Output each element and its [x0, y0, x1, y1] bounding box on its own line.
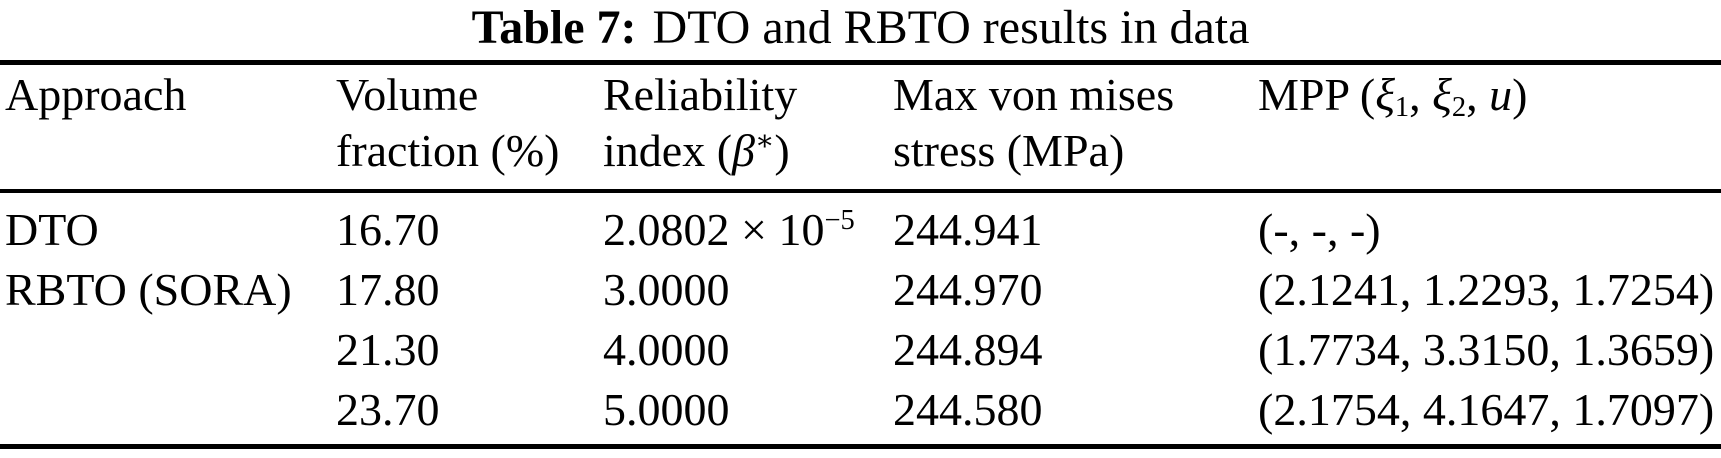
table-rule-top — [0, 60, 1721, 65]
header-reliability-line2-post: ) — [774, 125, 790, 176]
header-volume-line1: Volume — [336, 69, 479, 120]
cell-reliability-base: 5.0000 — [603, 384, 730, 435]
header-volume-line2: fraction (%) — [336, 125, 560, 176]
header-reliability-line2: index (β∗) — [603, 125, 790, 176]
cell-reliability: 2.0802 × 10−5 — [603, 200, 855, 260]
table-caption: Table 7: DTO and RBTO results in data — [0, 0, 1721, 56]
cell-mpp: (2.1241, 1.2293, 1.7254) — [1258, 264, 1715, 315]
cell-stress: 244.970 — [893, 264, 1043, 315]
header-mpp: MPP (ξ1, ξ2, u) — [1258, 67, 1527, 123]
cell-reliability: 3.0000 — [603, 260, 730, 320]
table-rule-header — [0, 189, 1721, 193]
header-stress-line2: stress (MPa) — [893, 125, 1125, 176]
cell-volume: 21.30 — [336, 324, 440, 375]
cell-reliability-exponent: −5 — [824, 205, 855, 237]
cell-mpp: (1.7734, 3.3150, 1.3659) — [1258, 324, 1715, 375]
xi2-symbol: ξ — [1432, 69, 1452, 120]
header-approach-label: Approach — [5, 69, 187, 120]
cell-approach: RBTO (SORA) — [5, 264, 292, 315]
table-row: RBTO (SORA) 17.80 3.0000 244.970 (2.1241… — [0, 260, 1721, 320]
table-row: DTO 16.70 2.0802 × 10−5 244.941 (-, -, -… — [0, 200, 1721, 260]
caption-label: Table 7: — [471, 1, 637, 54]
cell-reliability: 4.0000 — [603, 320, 730, 380]
cell-stress: 244.941 — [893, 204, 1043, 255]
header-max-stress: Max von mises stress (MPa) — [893, 67, 1174, 179]
xi2-subscript: 2 — [1451, 91, 1467, 123]
table-row: 21.30 4.0000 244.894 (1.7734, 3.3150, 1.… — [0, 320, 1721, 380]
cell-mpp: (2.1754, 4.1647, 1.7097) — [1258, 384, 1715, 435]
cell-reliability-base: 3.0000 — [603, 264, 730, 315]
header-mpp-pre: MPP ( — [1258, 69, 1376, 120]
table-row: 23.70 5.0000 244.580 (2.1754, 4.1647, 1.… — [0, 380, 1721, 440]
header-stress-line1: Max von mises — [893, 69, 1175, 120]
table-rule-bottom — [0, 444, 1721, 449]
cell-mpp: (-, -, -) — [1258, 204, 1381, 255]
u-symbol: u — [1489, 69, 1513, 120]
header-reliability-index: Reliability index (β∗) — [603, 67, 797, 179]
header-mpp-post: ) — [1512, 69, 1528, 120]
beta-symbol: β — [732, 125, 755, 176]
cell-stress: 244.894 — [893, 324, 1043, 375]
cell-approach: DTO — [5, 204, 99, 255]
xi1-subscript: 1 — [1394, 91, 1410, 123]
header-reliability-line2-pre: index ( — [603, 125, 733, 176]
cell-reliability: 5.0000 — [603, 380, 730, 440]
cell-reliability-base: 2.0802 × 10 — [603, 204, 825, 255]
cell-volume: 16.70 — [336, 204, 440, 255]
cell-volume: 17.80 — [336, 264, 440, 315]
header-mpp-sep1: , — [1409, 69, 1433, 120]
cell-stress: 244.580 — [893, 384, 1043, 435]
header-volume-fraction: Volume fraction (%) — [336, 67, 560, 179]
xi1-symbol: ξ — [1375, 69, 1395, 120]
caption-text: DTO and RBTO results in data — [652, 1, 1250, 54]
header-reliability-line1: Reliability — [603, 69, 798, 120]
beta-superscript: ∗ — [754, 126, 775, 158]
header-mpp-sep2: , — [1466, 69, 1490, 120]
header-approach: Approach — [5, 67, 186, 123]
cell-reliability-base: 4.0000 — [603, 324, 730, 375]
cell-volume: 23.70 — [336, 384, 440, 435]
